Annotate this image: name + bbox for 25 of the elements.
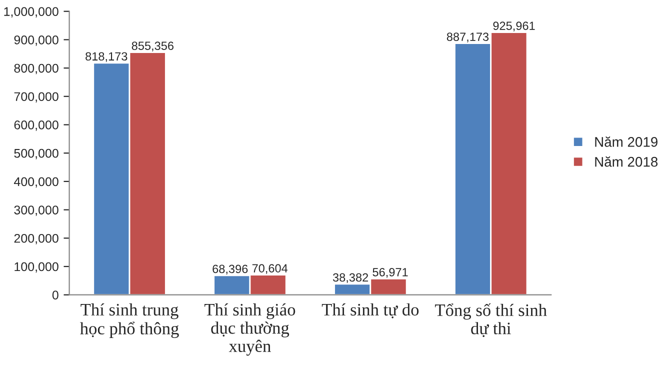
y-tick-label: 800,000 (14, 64, 58, 74)
legend-label: Năm 2019 (595, 136, 658, 147)
y-tick-label: 700,000 (14, 92, 58, 103)
y-tick-label: 100,000 (14, 262, 58, 273)
x-tick-label: Thí sinh tự do (322, 303, 419, 318)
y-tick-label: 600,000 (14, 120, 58, 131)
data-label: 68,396 (212, 264, 248, 275)
data-label: 855,356 (132, 42, 174, 52)
y-tick-label: 1,000,000 (4, 7, 58, 18)
data-label: 56,971 (372, 268, 408, 278)
y-tick-label: 500,000 (14, 148, 58, 160)
data-label: 818,173 (86, 52, 128, 62)
y-tick-label: 0 (52, 290, 58, 300)
legend-label: Năm 2018 (595, 156, 658, 167)
data-label: 70,604 (252, 264, 288, 274)
x-tick-label: Thí sinh trung học phổ thông (80, 303, 179, 338)
x-tick-label: Tổng số thí sinh dự thi (435, 303, 547, 337)
y-tick-label: 200,000 (14, 234, 58, 244)
y-tick-label: 900,000 (14, 35, 58, 46)
data-label: 925,961 (493, 22, 535, 32)
x-tick-label: Thí sinh giáo dục thường xuyên (204, 303, 296, 356)
y-tick-label: 400,000 (14, 177, 58, 188)
data-label: 887,173 (446, 32, 489, 42)
y-tick-label: 300,000 (14, 206, 58, 216)
data-label: 38,382 (332, 273, 368, 284)
